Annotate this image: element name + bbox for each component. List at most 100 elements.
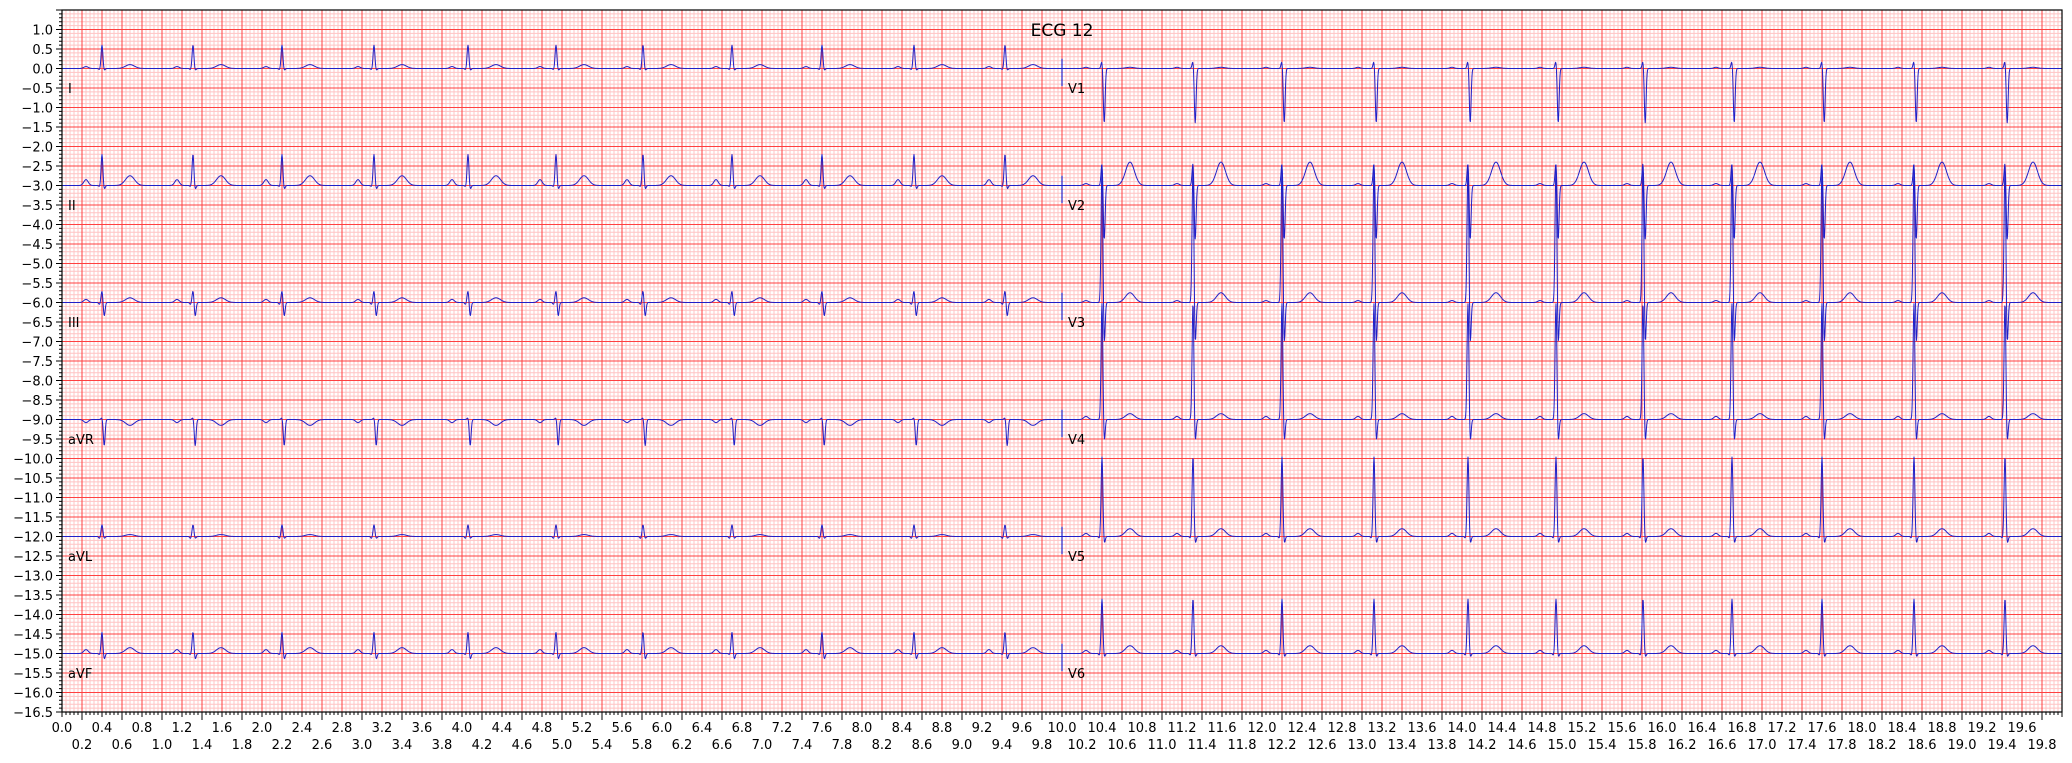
x-tick-label: 17.6 <box>1808 721 1837 736</box>
x-tick-label: 10.8 <box>1128 721 1157 736</box>
y-tick-label: −2.0 <box>21 141 53 156</box>
lead-label-iii: III <box>68 316 80 331</box>
x-tick-label: 13.2 <box>1368 721 1397 736</box>
x-tick-label: 16.4 <box>1688 721 1717 736</box>
x-tick-label: 2.8 <box>332 721 353 736</box>
x-tick-label: 8.8 <box>932 721 953 736</box>
x-tick-label: 2.0 <box>252 721 273 736</box>
x-tick-label: 3.0 <box>352 738 373 753</box>
x-axis-ticks <box>61 712 2063 720</box>
x-tick-label: 14.8 <box>1528 721 1557 736</box>
y-tick-label: −3.5 <box>21 199 53 214</box>
x-tick-label: 6.0 <box>652 721 673 736</box>
major-grid <box>61 9 2063 713</box>
y-tick-label: −13.0 <box>13 570 53 585</box>
x-tick-label: 15.6 <box>1608 721 1637 736</box>
y-tick-label: 0.0 <box>32 63 53 78</box>
x-tick-label: 6.4 <box>692 721 713 736</box>
x-tick-label: 14.2 <box>1468 738 1497 753</box>
trace-v3 <box>1061 167 2062 341</box>
trace-v2 <box>1061 161 2062 240</box>
x-tick-label: 6.6 <box>712 738 733 753</box>
y-tick-label: −15.0 <box>13 648 53 663</box>
y-tick-label: −9.0 <box>21 414 53 429</box>
y-tick-label: −1.0 <box>21 102 53 117</box>
lead-label-avf: aVF <box>68 667 92 682</box>
x-tick-label: 12.2 <box>1268 738 1297 753</box>
x-tick-label: 14.6 <box>1508 738 1537 753</box>
lead-label-avr: aVR <box>68 433 94 448</box>
x-tick-label: 7.0 <box>752 738 773 753</box>
x-tick-label: 19.2 <box>1968 721 1997 736</box>
x-tick-label: 4.6 <box>512 738 533 753</box>
x-tick-label: 18.6 <box>1908 738 1937 753</box>
y-tick-label: −12.0 <box>13 531 53 546</box>
x-tick-label: 9.0 <box>952 738 973 753</box>
y-tick-label: −5.0 <box>21 258 53 273</box>
x-tick-label: 10.0 <box>1048 721 1077 736</box>
y-tick-label: −6.5 <box>21 316 53 331</box>
x-tick-label: 1.4 <box>192 738 213 753</box>
x-tick-label: 7.2 <box>772 721 793 736</box>
x-tick-label: 11.8 <box>1228 738 1257 753</box>
x-tick-label: 5.2 <box>572 721 593 736</box>
x-tick-label: 9.6 <box>1012 721 1033 736</box>
lead-label-ii: II <box>68 199 76 214</box>
trace-avf <box>61 631 1062 660</box>
y-tick-label: −4.0 <box>21 219 53 234</box>
y-tick-label: −10.5 <box>13 472 53 487</box>
lead-label-v2: V2 <box>1068 199 1085 214</box>
y-tick-label: −13.5 <box>13 589 53 604</box>
x-tick-label: 11.2 <box>1168 721 1197 736</box>
y-tick-label: −10.0 <box>13 453 53 468</box>
x-tick-label: 11.6 <box>1208 721 1237 736</box>
y-tick-label: −7.0 <box>21 336 53 351</box>
x-tick-label: 18.0 <box>1848 721 1877 736</box>
x-tick-label: 5.0 <box>552 738 573 753</box>
x-tick-label: 16.8 <box>1728 721 1757 736</box>
x-tick-label: 9.4 <box>992 738 1013 753</box>
x-tick-label: 19.8 <box>2028 738 2057 753</box>
x-tick-label: 1.0 <box>152 738 173 753</box>
x-tick-label: 0.6 <box>112 738 133 753</box>
x-tick-label: 14.0 <box>1448 721 1477 736</box>
x-tick-label: 0.8 <box>132 721 153 736</box>
trace-v1 <box>1061 61 2062 124</box>
lead-label-v4: V4 <box>1068 433 1085 448</box>
trace-v5 <box>1061 456 2062 543</box>
x-tick-label: 15.8 <box>1628 738 1657 753</box>
y-tick-label: −5.5 <box>21 277 53 292</box>
x-tick-label: 15.2 <box>1568 721 1597 736</box>
y-tick-label: −3.0 <box>21 180 53 195</box>
x-tick-label: 19.6 <box>2008 721 2037 736</box>
y-tick-label: −0.5 <box>21 82 53 97</box>
x-tick-label: 0.0 <box>52 721 73 736</box>
y-tick-label: −12.5 <box>13 550 53 565</box>
x-tick-label: 16.2 <box>1668 738 1697 753</box>
x-tick-label: 8.4 <box>892 721 913 736</box>
x-tick-label: 13.8 <box>1428 738 1457 753</box>
y-tick-label: −7.5 <box>21 355 53 370</box>
x-tick-label: 17.4 <box>1788 738 1817 753</box>
trace-v4 <box>1061 303 2062 440</box>
x-tick-label: 11.4 <box>1188 738 1217 753</box>
chart-title: ECG 12 <box>1031 21 1094 41</box>
y-tick-label: −1.5 <box>21 121 53 136</box>
x-tick-label: 3.4 <box>392 738 413 753</box>
x-tick-label: 4.4 <box>492 721 513 736</box>
x-tick-label: 7.4 <box>792 738 813 753</box>
y-tick-label: −8.0 <box>21 375 53 390</box>
x-tick-label: 9.2 <box>972 721 993 736</box>
x-tick-label: 10.6 <box>1108 738 1137 753</box>
y-tick-label: −2.5 <box>21 160 53 175</box>
x-tick-label: 3.8 <box>432 738 453 753</box>
y-tick-label: −16.5 <box>13 706 53 721</box>
y-tick-label: −11.5 <box>13 511 53 526</box>
x-tick-label: 16.0 <box>1648 721 1677 736</box>
x-tick-label: 1.6 <box>212 721 233 736</box>
x-tick-label: 9.8 <box>1032 738 1053 753</box>
x-tick-label: 7.6 <box>812 721 833 736</box>
lead-label-v1: V1 <box>1068 82 1085 97</box>
x-tick-label: 1.2 <box>172 721 193 736</box>
